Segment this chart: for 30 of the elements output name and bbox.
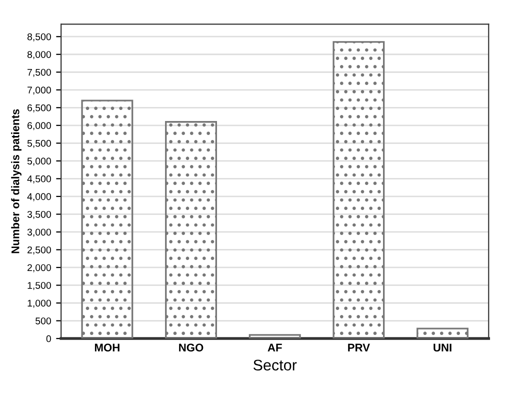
bar (165, 121, 218, 339)
y-axis-title: Number of dialysis patients (11, 109, 22, 254)
x-tick-label: PRV (348, 344, 370, 352)
y-tick-label: 4,500 (27, 175, 51, 184)
y-tick-label: 5,500 (27, 140, 51, 148)
bar (81, 100, 134, 339)
y-tick-label: 1,000 (28, 300, 51, 308)
y-tick-label: 8,500 (27, 33, 51, 42)
y-tick-label: 0 (46, 335, 51, 342)
y-tick-label: 7,500 (28, 68, 51, 77)
y-tick-label: 500 (36, 317, 51, 324)
y-tick-label: 1,500 (28, 282, 51, 290)
y-tick-label: 6,500 (28, 104, 51, 112)
y-tick-label: 2,500 (28, 246, 51, 254)
y-tick-label: 2,000 (28, 264, 51, 272)
y-tick-label: 4,000 (27, 193, 51, 202)
x-tick-label: AF (268, 344, 282, 352)
bar (248, 334, 301, 339)
y-tick-label: 8,000 (27, 51, 51, 60)
x-tick-label: NGO (179, 344, 204, 352)
y-tick-label: 3,000 (27, 228, 51, 237)
x-axis-title: Sector (253, 360, 297, 371)
y-tick-label: 5,000 (27, 158, 51, 166)
y-tick-label: 7,000 (28, 86, 51, 95)
x-tick-label: UNI (434, 344, 452, 352)
y-tick-label: 6,000 (28, 122, 51, 130)
bar (332, 41, 385, 339)
bar (416, 328, 469, 339)
x-tick-label: MOH (94, 344, 120, 352)
y-tick-label: 3,500 (27, 210, 51, 219)
